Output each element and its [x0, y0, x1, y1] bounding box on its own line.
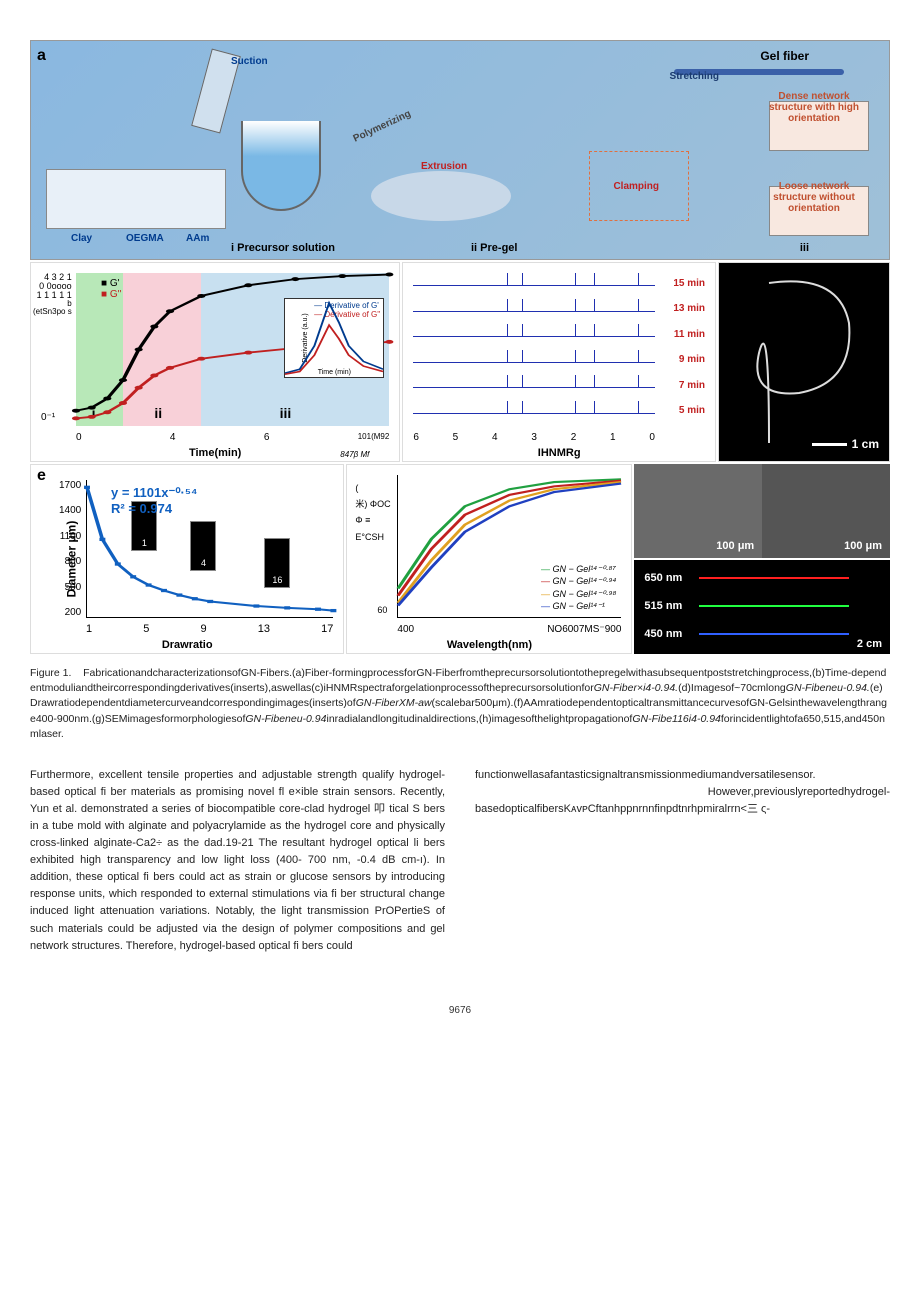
- panel-e-yticks: 170014001100800500200: [59, 480, 81, 618]
- panel-e-xticks: 1591317: [86, 623, 333, 635]
- panel-b-inset: — Derivative of G' — Derivative of G'' D…: [284, 298, 384, 378]
- panel-e-xlabel: Drawratio: [162, 639, 213, 651]
- panel-gh-stack: 100 μm 100 μm 2 cm 650 nm515 nm450 nm: [634, 464, 890, 654]
- body-text: Furthermore, excellent tensile propertie…: [30, 767, 890, 955]
- inset-thumb-16: 16: [264, 538, 290, 588]
- panel-c: 15 min13 min11 min9 min7 min5 min 654321…: [402, 262, 716, 462]
- polymerizing-label: Polymerizing: [352, 108, 413, 144]
- panel-b-yaxis: 4 3 2 1 0 0оооо 1 1 1 1 1 b (etSn3po s: [33, 273, 72, 316]
- oegma-label: OEGMA: [126, 233, 164, 244]
- panel-f-xlabel: Wavelength(nm): [447, 639, 532, 651]
- panel-e-label: e: [37, 467, 46, 485]
- panel-b-xlabel: Time(min): [189, 447, 241, 459]
- inset-thumb-4: 4: [190, 521, 216, 571]
- panel-a: a Suction Stretching Gel fiber Dense net…: [30, 40, 890, 260]
- fit-equation: y = 1101x⁻⁰·⁵⁴ R² = 0.974: [111, 485, 197, 516]
- figure-row-2: 4 3 2 1 0 0оооо 1 1 1 1 1 b (etSn3po s 0…: [30, 262, 890, 462]
- panel-b-plot: i ii iii ■ G' ■ G'' — Derivative of G' —…: [76, 273, 389, 426]
- extrusion-label: Extrusion: [421, 161, 467, 172]
- body-col-right: functionwellasafantasticsignaltransmissi…: [475, 767, 890, 955]
- panel-g: 100 μm 100 μm: [634, 464, 890, 558]
- stretching-label: Stretching: [670, 71, 719, 82]
- suction-label: Suction: [231, 56, 268, 67]
- sem-longitudinal: 100 μm: [762, 464, 890, 558]
- molecule-schematic: [46, 169, 226, 229]
- panel-b-xticks: 046101(M92: [76, 432, 389, 443]
- panel-a-label: a: [37, 47, 46, 65]
- panel-f-xticks: 400NO6007MS⁻900: [397, 624, 621, 635]
- panel-f-ylabel: ( 米) ΦOC Φ ≡ E°CSH: [355, 480, 390, 545]
- panel-e: e Diameter μm) 170014001100800500200 1 4…: [30, 464, 344, 654]
- figure-1: a Suction Stretching Gel fiber Dense net…: [30, 40, 890, 742]
- beaker-icon: [241, 121, 321, 211]
- panel-c-xticks: 6543210: [413, 432, 655, 443]
- aam-label: AAm: [186, 233, 209, 244]
- nmr-traces: 15 min13 min11 min9 min7 min5 min: [403, 273, 715, 426]
- body-col-left: Furthermore, excellent tensile propertie…: [30, 767, 445, 955]
- loose-network-label: Loose network structure without orientat…: [764, 181, 864, 214]
- panel-b: 4 3 2 1 0 0оооо 1 1 1 1 1 b (etSn3po s 0…: [30, 262, 400, 462]
- panel-f: ( 米) ΦOC Φ ≡ E°CSH 60 — GN − Gel¹⁴⁻⁰·⁸⁷—…: [346, 464, 632, 654]
- panel-d-scalebar: 1 cm: [812, 437, 879, 451]
- gel-fiber-label: Gel fiber: [760, 49, 809, 63]
- panel-h-scalebar: 2 cm: [857, 638, 882, 650]
- panel-h: 2 cm 650 nm515 nm450 nm: [634, 560, 890, 654]
- figure-row-3: e Diameter μm) 170014001100800500200 1 4…: [30, 464, 890, 654]
- page-number: 9676: [30, 1005, 890, 1016]
- stage-i-caption: i Precursor solution: [231, 242, 335, 254]
- panel-c-xlabel: IHNMRg: [538, 447, 581, 459]
- panel-d: 1 cm: [718, 262, 890, 462]
- stage-iii-caption: iii: [800, 242, 809, 254]
- panel-f-legend: — GN − Gel¹⁴⁻⁰·⁸⁷— GN − Gel¹⁴⁻⁰·⁹⁴— GN −…: [541, 563, 616, 613]
- clamping-label: Clamping: [613, 181, 659, 192]
- fiber-loop-icon: [719, 263, 889, 461]
- dense-network-label: Dense network structure with high orient…: [764, 91, 864, 124]
- spin-plate-icon: [371, 171, 511, 221]
- sem-radial: 100 μm: [634, 464, 762, 558]
- clay-label: Clay: [71, 233, 92, 244]
- figure-caption: Figure 1. Fabricationandcharacterization…: [30, 666, 890, 742]
- stage-ii-caption: ii Pre-gel: [471, 242, 517, 254]
